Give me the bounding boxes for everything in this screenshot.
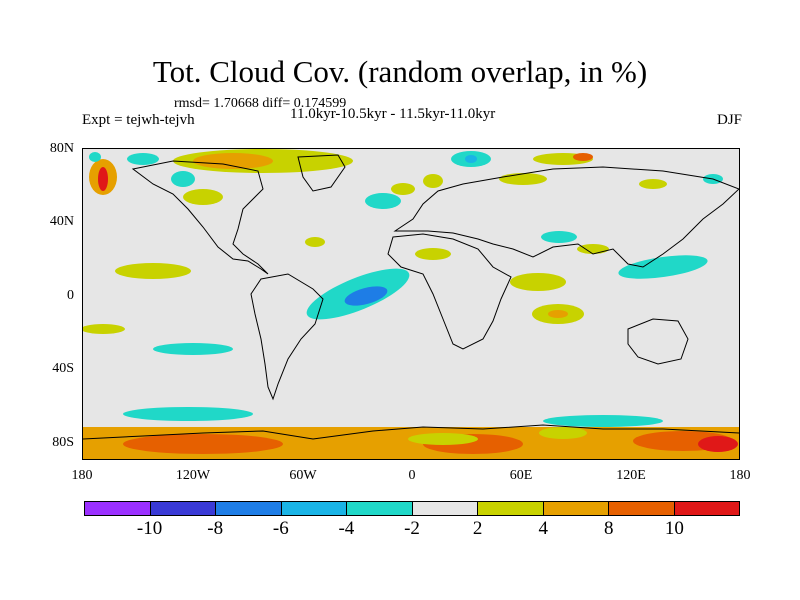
anomaly-blob — [365, 193, 401, 209]
anomaly-blob — [415, 248, 451, 260]
africa-coast — [387, 233, 512, 350]
lon-label-180e: 180 — [729, 468, 751, 483]
map-title: Tot. Cloud Cov. (random overlap, in %) — [152, 54, 648, 89]
eurasia-coast — [393, 166, 739, 268]
colorbar-segment — [347, 502, 413, 515]
coastlines — [83, 154, 739, 440]
lon-label-120w: 120W — [175, 468, 211, 483]
lon-label-120e: 120E — [616, 468, 646, 483]
colorbar-segment — [150, 502, 216, 515]
map-svg — [83, 149, 739, 459]
colorbar-segment — [674, 502, 739, 515]
lat-label-80n: 80N — [49, 141, 74, 156]
anomaly-blob — [98, 167, 108, 191]
colorbar-label: -6 — [272, 518, 289, 539]
anomaly-blob — [639, 179, 667, 189]
colorbar-label: 10 — [664, 518, 684, 539]
anomaly-blob — [115, 263, 191, 279]
anomaly-blob — [465, 155, 477, 163]
colorbar-segment — [609, 502, 675, 515]
anomaly-blob — [573, 153, 593, 161]
colorbar-segment — [85, 502, 151, 515]
colorbar-label: 8 — [604, 518, 614, 539]
lon-label-0: 0 — [408, 468, 416, 483]
lat-label-80s: 80S — [52, 435, 74, 450]
south-america-coast — [250, 273, 324, 401]
antarctica-coast — [83, 424, 739, 440]
anomaly-blob — [391, 183, 415, 195]
anomaly-blob — [543, 415, 663, 427]
anomaly-blob — [127, 153, 159, 165]
anomaly-blob — [193, 153, 273, 169]
colorbar-segment — [543, 502, 609, 515]
map-panel — [82, 148, 740, 460]
colorbar-segment — [216, 502, 282, 515]
anomaly-blob — [153, 343, 233, 355]
lat-label-40n: 40N — [49, 214, 74, 229]
stats-text: rmsd= 1.70668 diff= 0.174599 — [174, 96, 347, 111]
period-label: 11.0kyr-10.5kyr - 11.5kyr-11.0kyr — [290, 106, 496, 122]
anomaly-blob — [548, 310, 568, 318]
experiment-label: Expt = tejwh-tejvh — [82, 112, 195, 128]
anomaly-fields — [83, 149, 739, 459]
australia-coast — [627, 318, 689, 365]
anomaly-blob — [698, 436, 738, 452]
anomaly-blob — [171, 171, 195, 187]
anomaly-blob — [305, 237, 325, 247]
colorbar-label: -8 — [207, 518, 224, 539]
anomaly-blob — [423, 174, 443, 188]
anomaly-blob — [577, 244, 609, 254]
lon-label-180w: 180 — [71, 468, 93, 483]
anomaly-blob — [539, 427, 587, 439]
colorbar-label: 4 — [538, 518, 548, 539]
anomaly-blob — [618, 255, 708, 279]
colorbar-label: -2 — [404, 518, 420, 539]
anomaly-blob — [83, 324, 125, 334]
colorbar — [84, 501, 740, 516]
lon-label-60w: 60W — [289, 468, 317, 483]
anomaly-blob — [408, 433, 478, 445]
anomaly-blob — [510, 273, 566, 291]
anomaly-blob — [499, 173, 547, 185]
lon-label-60e: 60E — [509, 468, 533, 483]
anomaly-blob — [89, 152, 101, 162]
colorbar-segment — [478, 502, 544, 515]
colorbar-label: -4 — [338, 518, 355, 539]
season-label: DJF — [716, 112, 742, 128]
colorbar-label: 2 — [472, 518, 483, 539]
anomaly-blob — [541, 231, 577, 243]
anomaly-blob — [344, 286, 388, 306]
lat-label-eq: 0 — [67, 288, 74, 303]
colorbar-segment — [281, 502, 347, 515]
anomaly-blob — [183, 189, 223, 205]
lat-label-40s: 40S — [52, 361, 74, 376]
north-america-coast — [131, 160, 269, 275]
anomaly-blob — [123, 407, 253, 421]
colorbar-segment — [412, 502, 478, 515]
anomaly-blob — [123, 434, 283, 454]
colorbar-label: -10 — [136, 518, 163, 539]
greenland-coast — [297, 154, 346, 192]
